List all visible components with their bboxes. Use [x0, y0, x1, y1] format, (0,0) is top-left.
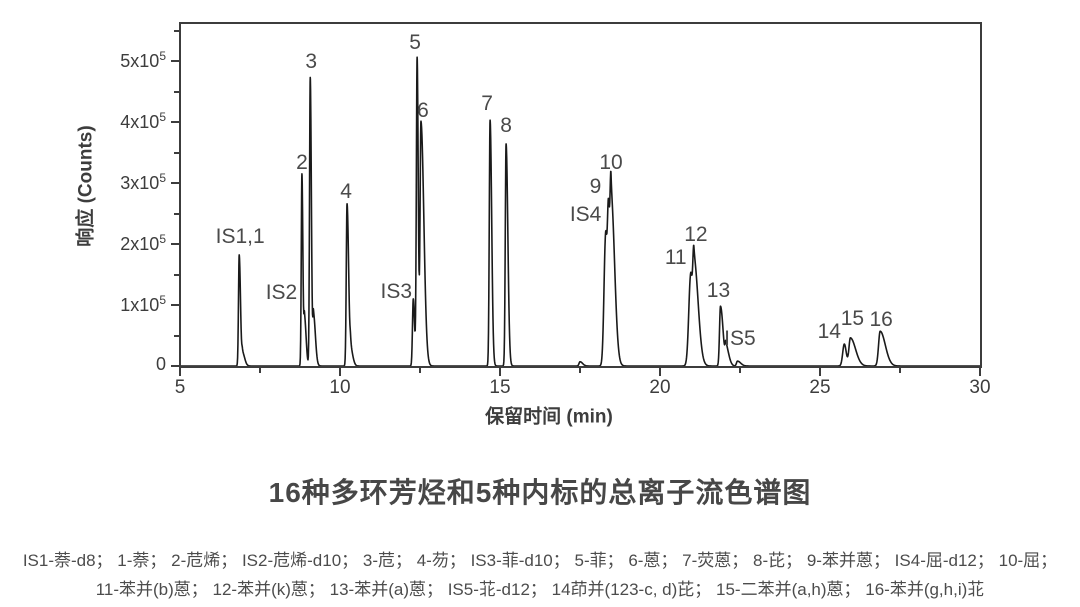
x-tick-label: 5: [174, 377, 186, 398]
chromatogram-curve: [181, 56, 980, 366]
legend-line-2: 11-苯并(b)蒽； 12-苯并(k)蒽； 13-苯并(a)蒽； IS5-苝-d…: [95, 580, 985, 599]
y-major-tick: [171, 243, 179, 245]
x-minor-tick: [419, 368, 421, 373]
y-major-tick: [171, 304, 179, 306]
y-major-tick: [171, 60, 179, 62]
peak-label: 5: [409, 31, 421, 55]
peak-label: 13: [706, 279, 731, 303]
x-major-tick: [819, 368, 821, 376]
peak-label: 9: [589, 175, 602, 199]
x-major-tick: [499, 368, 501, 376]
y-tick-label: 2x105: [120, 232, 166, 254]
legend-line-1: IS1-萘-d8； 1-萘； 2-苊烯； IS2-苊烯-d10； 3-苊； 4-…: [22, 551, 1058, 570]
y-tick-label: 3x105: [120, 171, 166, 193]
y-tick-label: 5x105: [120, 49, 166, 71]
y-minor-tick: [174, 151, 179, 154]
peak-label: IS1,1: [215, 224, 265, 248]
peak-label: 6: [417, 99, 429, 123]
y-tick-label: 0: [155, 354, 166, 374]
peak-label: 7: [481, 92, 493, 116]
peak-label: IS5: [724, 326, 756, 350]
x-minor-tick: [579, 368, 581, 373]
x-minor-tick: [739, 368, 741, 373]
tic-trace: [181, 56, 980, 366]
peak-label: 11: [664, 245, 687, 269]
peak-label: 10: [599, 150, 623, 174]
peak-label: 15: [840, 306, 865, 330]
figure-caption: 16种多环芳烃和5种内标的总离子流色谱图: [268, 477, 812, 508]
peak-label: 4: [340, 179, 352, 203]
x-axis-title: 保留时间 (min): [485, 406, 613, 428]
x-tick-label: 15: [489, 377, 511, 398]
y-minor-tick: [174, 334, 179, 337]
peak-label: IS2: [265, 280, 298, 304]
x-tick-label: 10: [329, 377, 351, 398]
x-minor-tick: [259, 368, 261, 373]
y-minor-tick: [174, 90, 179, 93]
x-minor-tick: [899, 368, 901, 373]
peak-label: IS4: [569, 203, 602, 227]
peak-label: 3: [305, 50, 318, 74]
y-tick-label: 4x105: [120, 110, 166, 132]
x-major-tick: [179, 368, 181, 376]
peak-label: 2: [296, 150, 308, 174]
x-tick-label: 25: [809, 377, 831, 398]
plot-area: [179, 22, 982, 368]
y-minor-tick: [174, 29, 179, 32]
y-minor-tick: [174, 273, 179, 276]
x-tick-label: 30: [969, 377, 991, 398]
x-major-tick: [659, 368, 661, 376]
y-major-tick: [171, 121, 179, 123]
peak-label: 12: [684, 222, 708, 246]
y-tick-label: 1x105: [120, 293, 166, 315]
y-major-tick: [171, 365, 179, 367]
peak-label: 16: [869, 308, 893, 332]
y-minor-tick: [174, 212, 179, 215]
peak-label: 14: [817, 320, 841, 344]
x-tick-label: 20: [649, 377, 671, 398]
x-major-tick: [339, 368, 341, 376]
y-major-tick: [171, 182, 179, 184]
peak-label: IS3: [380, 279, 413, 303]
x-major-tick: [979, 368, 981, 376]
peak-label: 8: [500, 113, 512, 137]
